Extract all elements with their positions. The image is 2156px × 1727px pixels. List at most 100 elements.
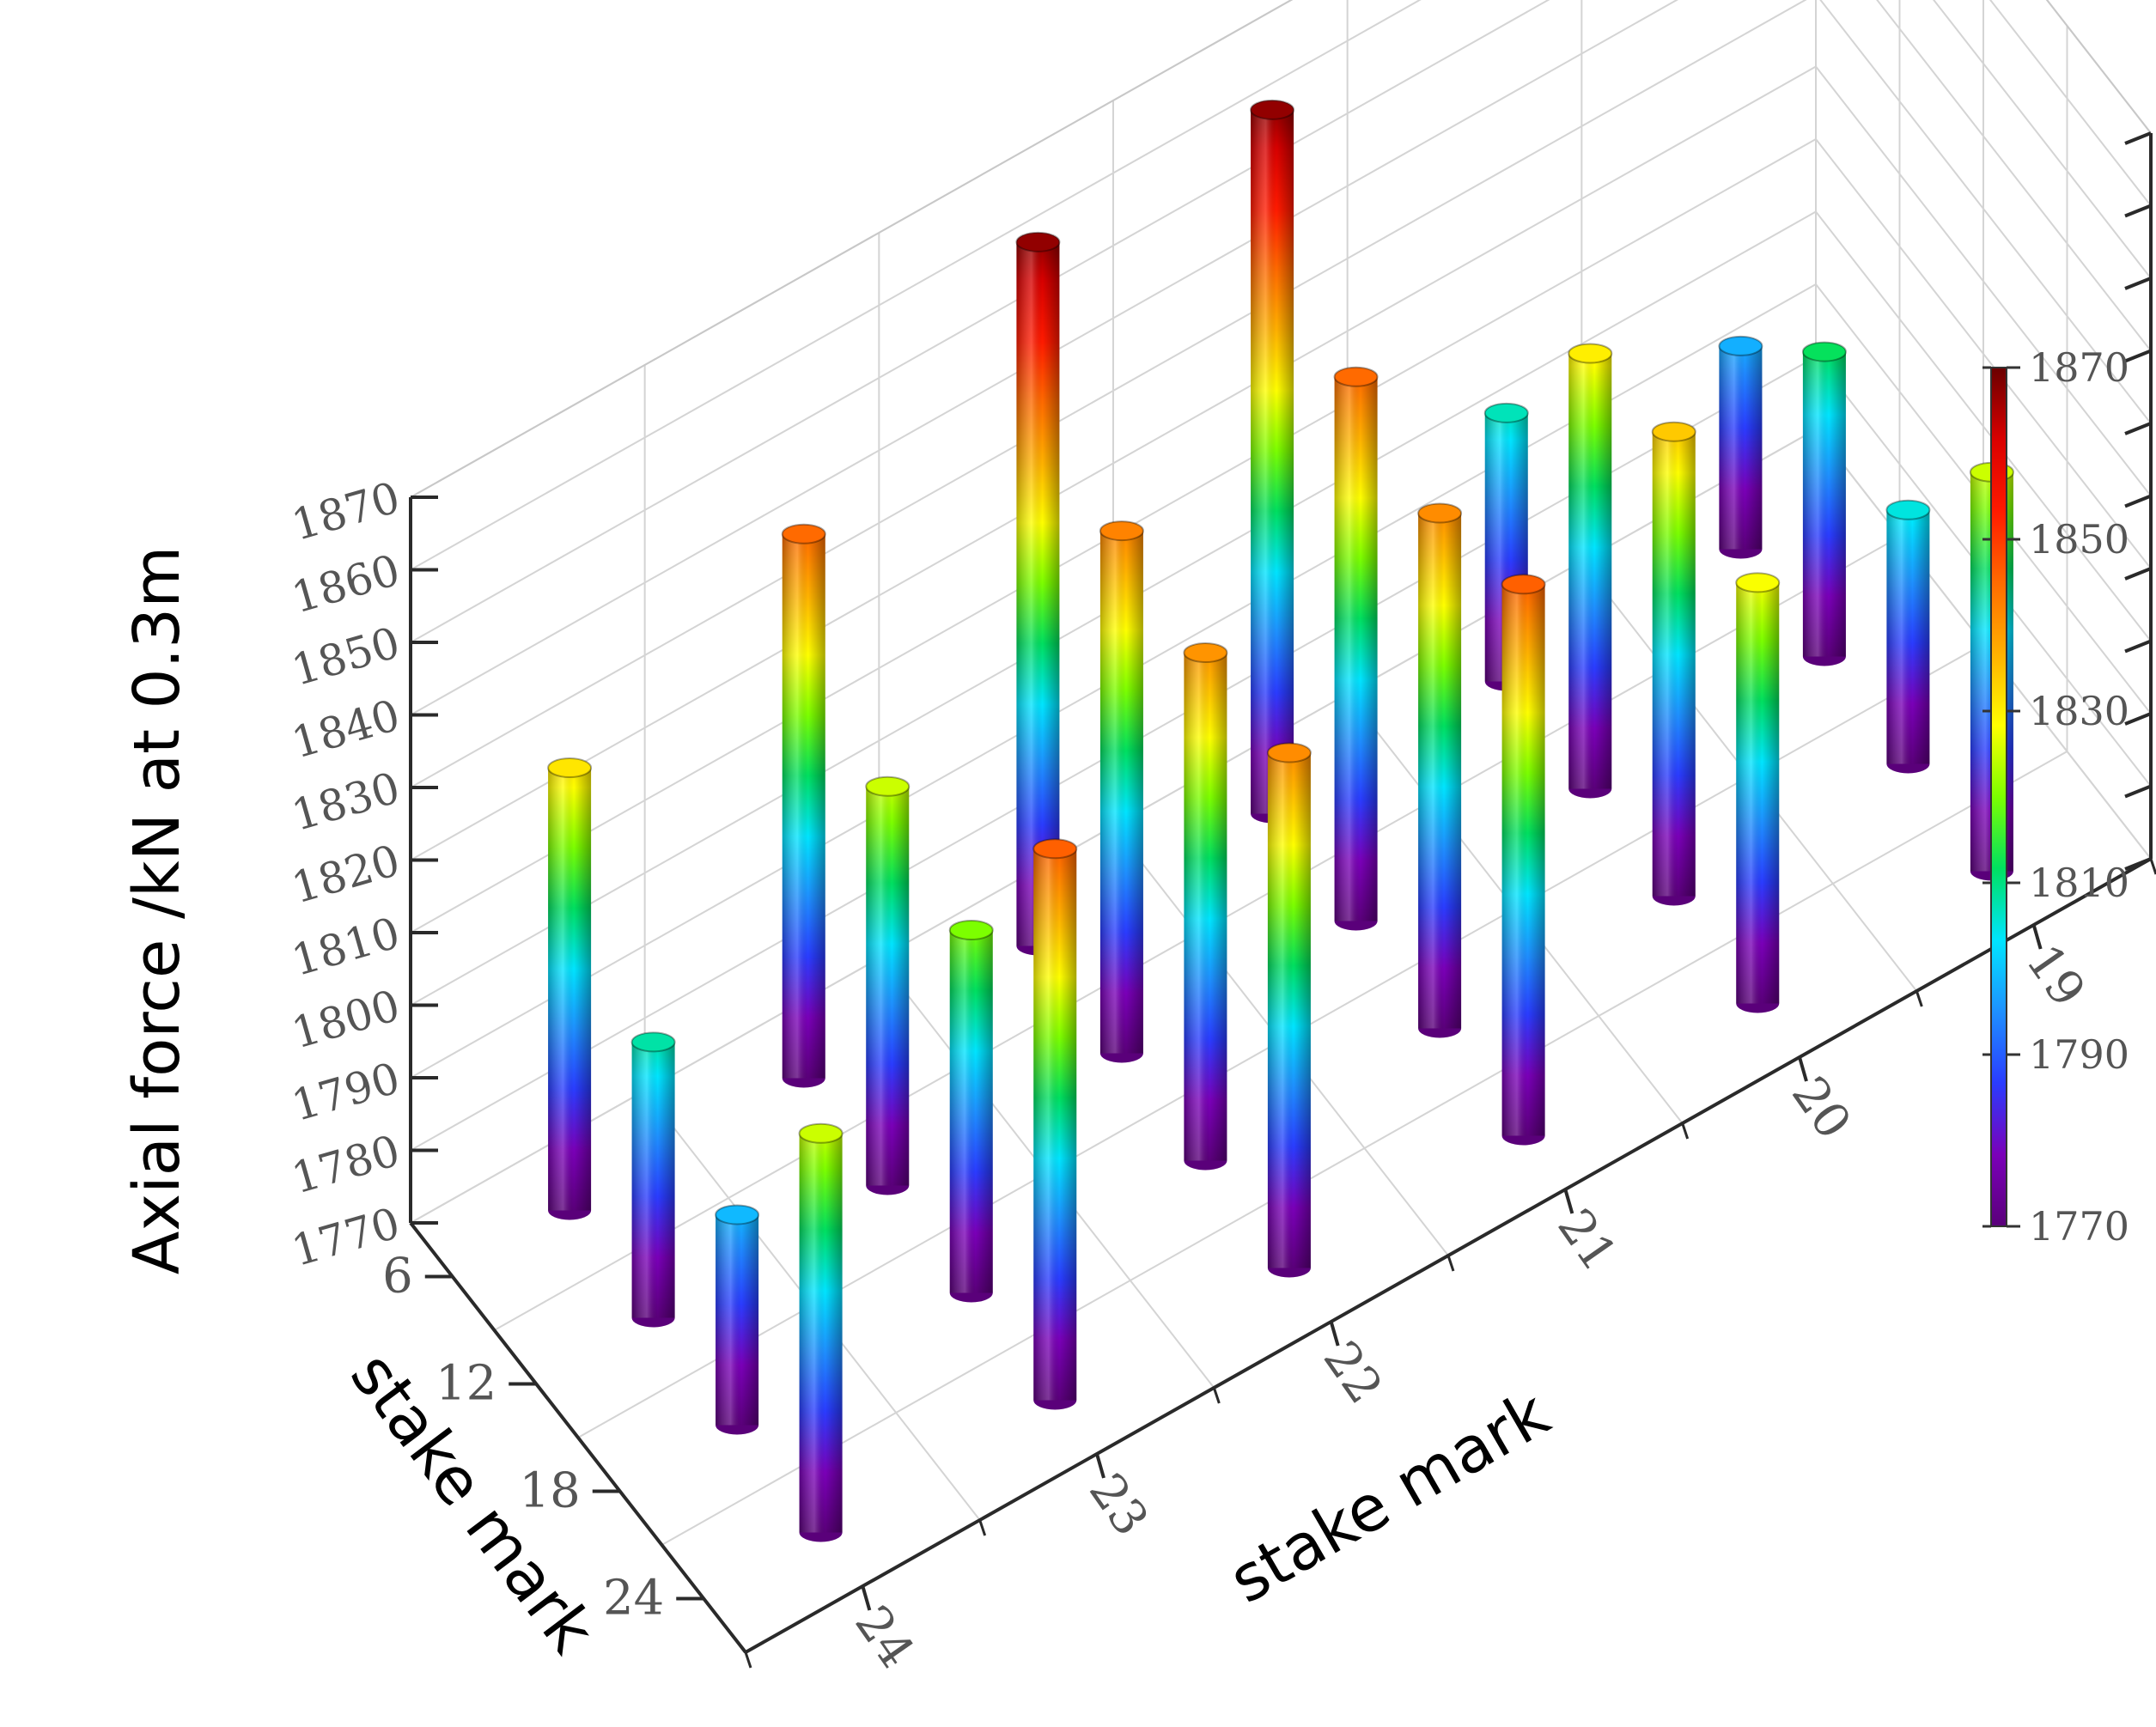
- bar-cap: [865, 775, 911, 797]
- bar-shading: [1719, 345, 1763, 550]
- bar-shading: [1802, 351, 1846, 657]
- bar-cap: [798, 1122, 844, 1144]
- bar: [1333, 366, 1379, 931]
- bar-shading: [1033, 848, 1077, 1401]
- bar-shading: [866, 786, 910, 1186]
- z2-tick: [2124, 204, 2152, 218]
- bar-cap: [1032, 838, 1078, 860]
- colorbar-tick-label: 1850: [2029, 516, 2129, 562]
- x-tick: [2031, 924, 2043, 950]
- bar: [1568, 343, 1613, 799]
- bar: [1801, 341, 1847, 666]
- bar-shading: [548, 768, 592, 1211]
- x-tick-label: 23: [1078, 1464, 1159, 1547]
- z-axis-title: Axial force /kN at 0.3m: [120, 546, 194, 1275]
- bar: [1735, 572, 1781, 1013]
- x-tick-label: 20: [1781, 1067, 1861, 1150]
- bar: [1015, 231, 1061, 956]
- z-tick-label: 1780: [286, 1126, 405, 1204]
- bar: [715, 1204, 760, 1435]
- bar-shading: [1886, 509, 1930, 764]
- bar-cap: [1417, 502, 1463, 524]
- y-axis-line: [409, 1221, 747, 1654]
- bar-shading: [1652, 431, 1696, 897]
- z2-tick: [2124, 784, 2152, 799]
- bar-shading: [716, 1214, 759, 1426]
- bar-shading: [1334, 376, 1378, 921]
- bar-shading: [799, 1133, 843, 1533]
- z-tick-label: 1850: [286, 617, 405, 696]
- bar-shading: [1099, 531, 1143, 1054]
- bar-shading: [1016, 241, 1060, 946]
- z2-tick: [2124, 639, 2152, 654]
- z2-tick: [2124, 349, 2152, 363]
- z-tick-label: 1790: [286, 1053, 405, 1131]
- bar-cap: [1183, 642, 1228, 663]
- frame-top-side: [2045, 0, 2152, 134]
- bar-cap: [1501, 574, 1546, 595]
- bar-shading: [1184, 653, 1227, 1161]
- bar-shading: [631, 1042, 675, 1318]
- x-tick-label: 24: [844, 1596, 924, 1679]
- bar: [1099, 520, 1144, 1063]
- bar-cap: [630, 1031, 676, 1053]
- bar: [798, 1122, 844, 1542]
- colorbar-tick-label: 1870: [2029, 344, 2129, 391]
- bar-shading: [1568, 353, 1612, 789]
- bar-cap: [1099, 520, 1144, 542]
- y-tick-label: 12: [435, 1356, 496, 1412]
- bar: [1183, 642, 1228, 1171]
- z-tick-label: 1820: [286, 836, 405, 914]
- bar-cap: [1885, 499, 1931, 520]
- colorbar-tick-label: 1830: [2029, 688, 2129, 734]
- z-tick-label: 1830: [286, 763, 405, 841]
- bar: [1266, 742, 1312, 1278]
- gridline-y-floor: [661, 751, 2068, 1546]
- gridline-z-side: [1989, 0, 2152, 207]
- bar-cap: [948, 920, 994, 940]
- bar-cap: [781, 523, 826, 544]
- bar: [781, 523, 826, 1088]
- bar: [1885, 499, 1931, 774]
- bar-cap: [715, 1204, 760, 1225]
- bar: [1250, 99, 1295, 824]
- bar-cap: [1250, 99, 1295, 120]
- bar: [630, 1031, 676, 1328]
- bar-shading: [782, 533, 825, 1079]
- bar-shading: [1251, 109, 1294, 814]
- z2-tick: [2124, 567, 2152, 581]
- z2-tick: [2124, 131, 2152, 145]
- z-tick-label: 1840: [286, 690, 405, 769]
- bar-cap: [1015, 231, 1061, 252]
- bar-cap: [1801, 341, 1847, 362]
- x-minor-tick: [1681, 1122, 1690, 1140]
- x-tick: [1563, 1189, 1574, 1214]
- bar: [1032, 838, 1078, 1410]
- z-tick-label: 1810: [286, 908, 405, 986]
- bar-shading: [949, 930, 993, 1293]
- bar-cap: [1651, 421, 1696, 442]
- x-tick: [1798, 1056, 1808, 1082]
- x-minor-tick: [1915, 990, 1923, 1007]
- colorbar: 1770 1790 1810 1830 1850 1870: [1982, 344, 2129, 1250]
- z2-tick: [2124, 494, 2152, 508]
- bar-shading: [1736, 582, 1780, 1004]
- y-tick-label: 6: [382, 1249, 413, 1304]
- colorbar-tick-label: 1790: [2029, 1031, 2129, 1078]
- bar: [1718, 335, 1763, 559]
- z2-tick: [2124, 712, 2152, 726]
- y-tick-label: 18: [519, 1463, 580, 1519]
- bar-cap: [1333, 366, 1379, 387]
- bars: [547, 99, 2014, 1542]
- bar-cap: [1483, 402, 1529, 423]
- bar: [865, 775, 911, 1195]
- colorbar-scale: [1990, 367, 2007, 1227]
- bar-cap: [1735, 572, 1781, 593]
- x-minor-tick: [978, 1519, 987, 1536]
- x-tick: [1095, 1453, 1105, 1479]
- bar-cap: [1568, 343, 1613, 364]
- bar-shading: [1267, 752, 1311, 1268]
- bar: [1501, 574, 1546, 1146]
- x-tick-label: 19: [2015, 935, 2096, 1018]
